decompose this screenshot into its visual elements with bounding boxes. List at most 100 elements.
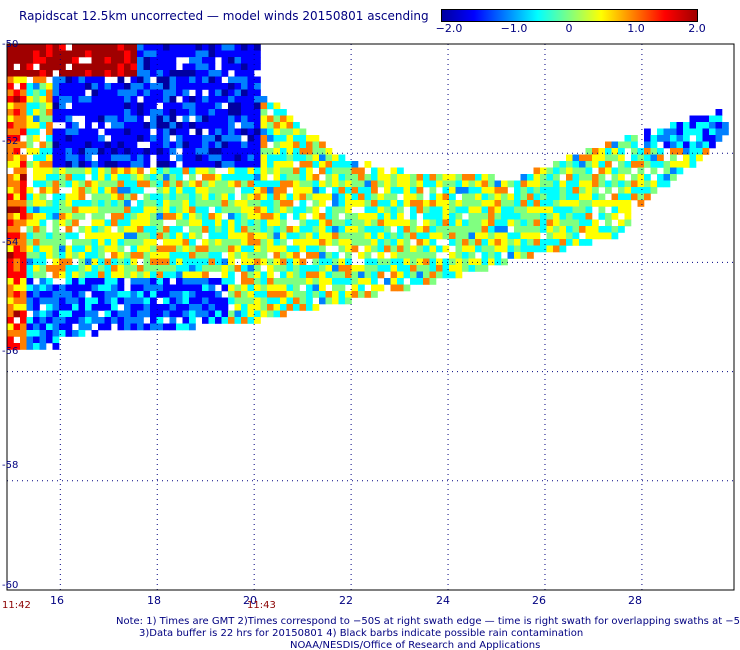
swath-cell bbox=[78, 252, 86, 259]
swath-cell bbox=[215, 239, 222, 246]
swath-cell bbox=[429, 252, 437, 259]
swath-cell bbox=[52, 57, 60, 64]
swath-cell bbox=[111, 83, 118, 90]
swath-cell bbox=[150, 83, 157, 90]
swath-cell bbox=[403, 200, 411, 207]
swath-cell bbox=[468, 226, 476, 233]
swath-cell bbox=[176, 167, 183, 175]
swath-cell bbox=[559, 167, 567, 175]
swath-cell bbox=[20, 83, 27, 90]
swath-cell bbox=[208, 96, 216, 103]
swath-cell bbox=[553, 206, 560, 214]
swath-cell bbox=[78, 245, 86, 253]
swath-cell bbox=[91, 213, 99, 220]
swath-cell bbox=[546, 226, 554, 233]
swath-cell bbox=[410, 226, 417, 233]
swath-cell bbox=[273, 148, 281, 155]
swath-cell bbox=[715, 115, 723, 123]
swath-cell bbox=[254, 278, 261, 285]
swath-cell bbox=[72, 57, 79, 64]
swath-cell bbox=[26, 57, 34, 64]
swath-cell bbox=[176, 271, 183, 279]
swath-cell bbox=[442, 226, 450, 233]
swath-cell bbox=[104, 83, 112, 90]
swath-cell bbox=[78, 304, 86, 311]
swath-cell bbox=[449, 219, 456, 227]
swath-cell bbox=[111, 141, 118, 149]
swath-cell bbox=[7, 44, 14, 51]
swath-cell bbox=[702, 141, 710, 149]
swath-cell bbox=[7, 265, 14, 272]
swath-cell bbox=[455, 258, 463, 266]
swath-cell bbox=[650, 161, 658, 168]
swath-cell bbox=[182, 63, 190, 71]
swath-cell bbox=[72, 180, 79, 188]
swath-cell bbox=[189, 239, 196, 246]
swath-cell bbox=[306, 161, 313, 168]
swath-cell bbox=[241, 213, 248, 220]
swath-cell bbox=[98, 83, 105, 90]
swath-cell bbox=[117, 265, 125, 272]
swath-cell bbox=[195, 304, 203, 311]
swath-cell bbox=[618, 174, 625, 181]
swath-cell bbox=[215, 115, 222, 123]
swath-cell bbox=[553, 200, 560, 207]
swath-cell bbox=[169, 76, 177, 84]
swath-cell bbox=[130, 239, 138, 246]
swath-cell bbox=[130, 304, 138, 311]
swath-cell bbox=[618, 161, 625, 168]
swath-cell bbox=[267, 115, 274, 123]
swath-cell bbox=[215, 70, 222, 77]
swath-cell bbox=[683, 154, 690, 162]
swath-cell bbox=[7, 200, 14, 207]
swath-cell bbox=[689, 161, 697, 168]
swath-cell bbox=[611, 180, 619, 188]
swath-cell bbox=[130, 265, 138, 272]
swath-cell bbox=[72, 89, 79, 97]
swath-cell bbox=[91, 187, 99, 194]
swath-cell bbox=[65, 226, 73, 233]
swath-cell bbox=[241, 193, 248, 201]
swath-cell bbox=[143, 297, 151, 305]
swath-cell bbox=[351, 226, 359, 233]
swath-cell bbox=[117, 57, 125, 64]
swath-cell bbox=[390, 174, 398, 181]
swath-cell bbox=[20, 265, 27, 272]
swath-cell bbox=[429, 187, 437, 194]
swath-cell bbox=[657, 135, 664, 142]
swath-cell bbox=[163, 63, 170, 71]
swath-cell bbox=[104, 96, 112, 103]
swath-cell bbox=[20, 70, 27, 77]
swath-cell bbox=[605, 154, 612, 162]
swath-cell bbox=[85, 206, 92, 214]
swath-cell bbox=[273, 265, 281, 272]
swath-cell bbox=[208, 57, 216, 64]
swath-cell bbox=[195, 278, 203, 285]
swath-cell bbox=[312, 252, 320, 259]
swath-cell bbox=[150, 193, 157, 201]
swath-cell bbox=[208, 141, 216, 149]
swath-cell bbox=[702, 128, 710, 136]
swath-cell bbox=[65, 180, 73, 188]
swath-cell bbox=[189, 278, 196, 285]
swath-cell bbox=[286, 278, 294, 285]
swath-cell bbox=[455, 174, 463, 181]
swath-cell bbox=[371, 167, 378, 175]
swath-cell bbox=[156, 180, 164, 188]
swath-cell bbox=[228, 83, 235, 90]
swath-cell bbox=[150, 50, 157, 58]
swath-cell bbox=[267, 239, 274, 246]
swath-cell bbox=[670, 154, 677, 162]
swath-cell bbox=[345, 213, 352, 220]
swath-cell bbox=[59, 213, 66, 220]
swath-cell bbox=[26, 63, 34, 71]
swath-cell bbox=[26, 200, 34, 207]
swath-cell bbox=[280, 232, 287, 240]
swath-cell bbox=[124, 174, 131, 181]
swath-cell bbox=[520, 245, 528, 253]
swath-cell bbox=[195, 206, 203, 214]
swath-cell bbox=[182, 239, 190, 246]
swath-cell bbox=[293, 258, 300, 266]
swath-cell bbox=[33, 310, 40, 318]
